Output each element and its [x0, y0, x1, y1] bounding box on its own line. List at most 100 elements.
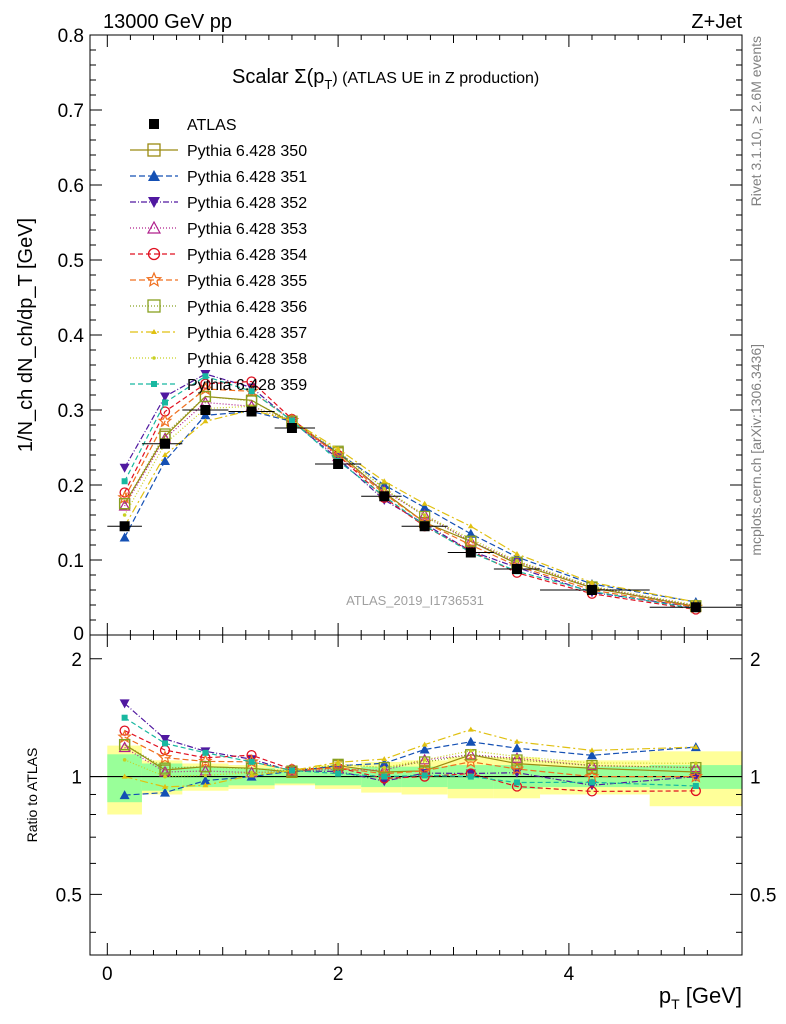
data-point [119, 699, 130, 709]
y-axis-label: 1/N_ch dN_ch/dp_T [GeV] [15, 218, 37, 452]
legend-label: Pythia 6.428 355 [187, 273, 307, 290]
data-point [422, 513, 427, 517]
legend-label: Pythia 6.428 357 [187, 325, 307, 342]
series-line [124, 405, 696, 606]
header-left: 13000 GeV pp [103, 11, 232, 33]
series-main [122, 404, 698, 607]
series-ratio-line [124, 728, 696, 788]
ratio-y-axis-label: Ratio to ATLAS [24, 748, 40, 843]
data-point [588, 579, 595, 585]
axis-ticks: 0.1 0.2 0.3 0.4 0.5 0.6 0.7 0.8 0 0 2 4 0.5 0.5 1 1 2 2 [56, 26, 777, 985]
y-tick-label: 0 [73, 624, 84, 645]
series-ratio-line [124, 702, 696, 786]
legend-label: Pythia 6.428 353 [187, 221, 307, 238]
data-point [465, 528, 476, 538]
x-tick-label: 0 [102, 964, 113, 985]
series-ratio-line [124, 750, 696, 778]
data-point [163, 774, 167, 779]
data-point [335, 446, 342, 451]
data-point [147, 143, 161, 157]
data-point [157, 750, 173, 764]
data-point [513, 738, 520, 744]
y-tick-label: 0.3 [58, 401, 84, 422]
chart-title: Scalar Σ(pT) (ATLAS UE in Z production) [232, 66, 539, 92]
legend-label: Pythia 6.428 358 [187, 351, 307, 368]
ratio-tick-label: 1 [71, 768, 82, 789]
data-point [509, 761, 525, 776]
data-point [157, 413, 173, 428]
data-point [202, 782, 209, 788]
series-main [121, 407, 699, 604]
data-point [202, 373, 209, 380]
series-line [124, 375, 696, 610]
legend-item: Pythia 6.428 356 [130, 299, 307, 316]
data-point [147, 299, 161, 313]
legend-label: Pythia 6.428 356 [187, 299, 307, 316]
x-tick-label: 2 [333, 964, 344, 985]
data-point [511, 564, 522, 574]
data-point [118, 738, 131, 751]
data-point [162, 740, 169, 747]
data-point [335, 759, 342, 765]
legend-label: ATLAS [187, 117, 237, 134]
legend-item: Pythia 6.428 352 [130, 195, 307, 212]
x-axis-label-unit: [GeV] [680, 983, 742, 1008]
data-point [160, 438, 171, 449]
data-point [146, 220, 162, 234]
data-point [122, 513, 127, 517]
data-point [286, 423, 297, 433]
ratio-bands [90, 745, 742, 815]
series-ratio [121, 714, 699, 790]
data-point [464, 748, 477, 760]
data-point [248, 772, 255, 778]
data-point [160, 735, 171, 745]
data-point [288, 767, 295, 774]
data-point [333, 459, 344, 469]
data-point [151, 381, 157, 387]
legend-item: Pythia 6.428 357 [130, 325, 307, 342]
title-sub: T [324, 77, 332, 92]
y-tick-label: 0.8 [58, 26, 84, 47]
data-point [469, 537, 473, 541]
series-main [119, 406, 701, 606]
x-axis-label: pT [GeV] [659, 983, 742, 1012]
ratio-tick-label: 0.5 [750, 885, 776, 906]
data-point [149, 119, 159, 129]
data-point [419, 756, 431, 768]
data-point [119, 532, 130, 542]
data-point [288, 417, 295, 424]
data-point [148, 170, 160, 181]
data-point [422, 758, 427, 762]
data-point [119, 463, 130, 473]
legend-item: Pythia 6.428 358 [130, 351, 307, 368]
data-point [162, 783, 169, 789]
data-point [119, 725, 130, 736]
data-point [148, 197, 160, 208]
series-line [124, 401, 696, 607]
data-point [162, 399, 169, 406]
data-point [421, 772, 428, 779]
data-point [202, 418, 209, 424]
legend-label: Pythia 6.428 359 [187, 377, 307, 394]
series-line [124, 373, 696, 608]
data-point [381, 478, 388, 484]
y-tick-label: 0.6 [58, 176, 84, 197]
data-point [248, 388, 255, 395]
legend-item: Pythia 6.428 353 [130, 220, 307, 238]
series-main [118, 396, 702, 611]
data-point [381, 756, 388, 762]
data-point [121, 773, 128, 779]
data-point [199, 390, 212, 403]
data-point [119, 521, 130, 532]
legend-item: Pythia 6.428 359 [130, 377, 307, 394]
data-point [382, 765, 387, 770]
title-main: Scalar Σ(p [232, 66, 324, 88]
series-main [118, 390, 702, 612]
ratio-tick-label: 0.5 [56, 885, 82, 906]
data-point [119, 790, 130, 800]
data-point [692, 783, 699, 790]
data-point [203, 773, 208, 778]
data-point [162, 452, 169, 457]
data-point [118, 741, 131, 753]
